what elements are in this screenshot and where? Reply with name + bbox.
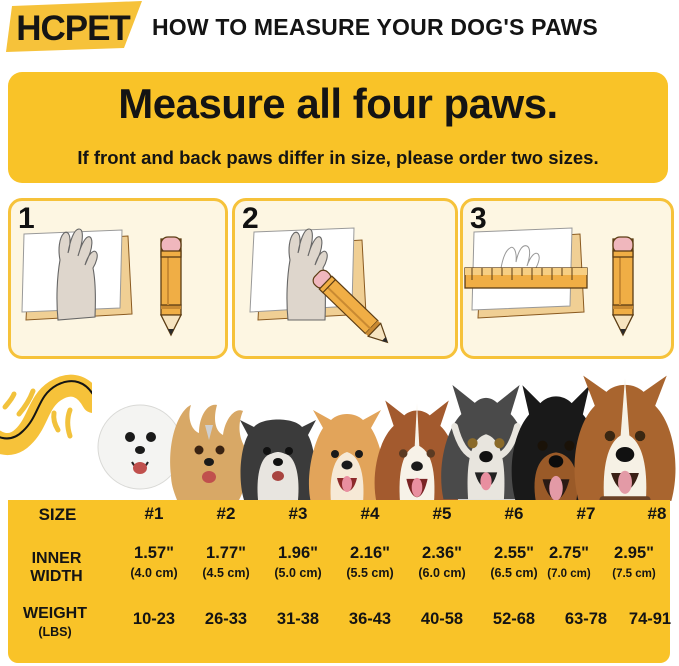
svg-text:HCPET: HCPET	[16, 9, 130, 48]
